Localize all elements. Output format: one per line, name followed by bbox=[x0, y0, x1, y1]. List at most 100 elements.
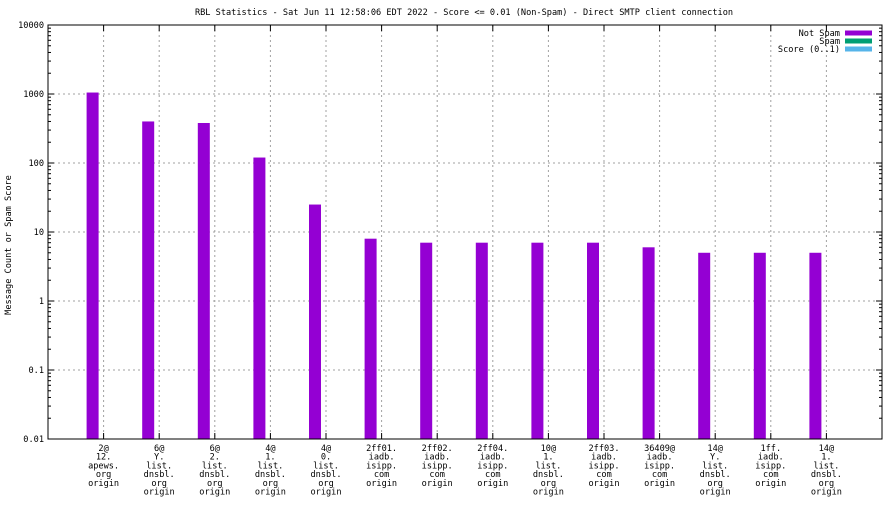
x-tick-label-line: iadb. bbox=[369, 453, 395, 463]
x-tick-label-line: 1ff. bbox=[760, 444, 781, 454]
x-tick-label-line: isipp. bbox=[422, 461, 453, 471]
x-tick-label-line: isipp. bbox=[366, 461, 397, 471]
x-tick-label-line: dnsbl. bbox=[533, 470, 564, 480]
x-tick-label-line: 2ff01. bbox=[366, 444, 397, 454]
x-tick-label-line: com bbox=[763, 470, 779, 480]
y-tick-label: 100 bbox=[28, 159, 44, 169]
x-tick-label-line: origin bbox=[755, 479, 786, 489]
x-tick-label-line: org bbox=[96, 470, 112, 480]
x-tick-label: 4@ 1. list. dnsbl. org origin bbox=[255, 444, 286, 498]
bar-not-spam bbox=[809, 252, 822, 439]
x-tick-label: 2ff03. iadb. isipp. com origin bbox=[588, 444, 619, 489]
x-tick-label-line: isipp. bbox=[477, 461, 508, 471]
y-tick-label: 1 bbox=[39, 297, 44, 307]
x-tick-label-line: 6@ bbox=[210, 444, 220, 454]
x-tick-label: 2ff02. iadb. isipp. com origin bbox=[422, 444, 453, 489]
legend-swatch bbox=[845, 30, 872, 36]
grid-lines bbox=[48, 25, 882, 439]
x-tick-label-line: origin bbox=[310, 488, 341, 498]
x-tick-label-line: 2ff04. bbox=[477, 444, 508, 454]
x-tick-label-line: dnsbl. bbox=[310, 470, 341, 480]
bar-not-spam bbox=[475, 242, 488, 439]
x-tick-label-line: org bbox=[707, 479, 723, 489]
x-tick-label: 2@ 12. apews. org origin bbox=[88, 444, 119, 489]
x-tick-label-line: 2. bbox=[210, 453, 220, 463]
x-tick-label-line: origin bbox=[533, 488, 564, 498]
x-tick-label-line: 10@ bbox=[541, 444, 557, 454]
x-tick-label-line: com bbox=[429, 470, 445, 480]
bar-not-spam bbox=[531, 242, 544, 439]
bar-not-spam bbox=[420, 242, 433, 439]
x-tick-label-line: com bbox=[374, 470, 390, 480]
x-tick-label-line: list. bbox=[146, 461, 172, 471]
x-tick-label-line: list. bbox=[535, 461, 561, 471]
bar-not-spam bbox=[309, 204, 321, 439]
x-tick-label: 2ff04. iadb. isipp. com origin bbox=[477, 444, 508, 489]
x-tick-label-line: Y. bbox=[154, 453, 164, 463]
bar-not-spam bbox=[197, 122, 210, 439]
x-tick-label-line: origin bbox=[588, 479, 619, 489]
x-tick-label-line: 4@ bbox=[321, 444, 331, 454]
x-tick-label-line: apews. bbox=[88, 461, 119, 471]
x-tick-label-line: dnsbl. bbox=[811, 470, 842, 480]
bar-not-spam bbox=[253, 157, 266, 439]
x-tick-label-line: org bbox=[263, 479, 279, 489]
bars bbox=[86, 92, 822, 440]
x-tick-label-line: origin bbox=[88, 479, 119, 489]
y-tick-label: 10 bbox=[34, 228, 44, 238]
bar-not-spam bbox=[698, 252, 711, 439]
x-tick-label-line: iadb. bbox=[647, 453, 673, 463]
x-tick-label-line: 2@ bbox=[98, 444, 108, 454]
legend-label: Spam bbox=[819, 37, 840, 47]
x-tick-label-line: iadb. bbox=[480, 453, 506, 463]
x-tick-label-line: com bbox=[485, 470, 501, 480]
x-tick-label-line: dnsbl. bbox=[199, 470, 230, 480]
x-tick-label-line: 14@ bbox=[819, 444, 835, 454]
x-tick-label: 14@ 1. list. dnsbl. org origin bbox=[811, 444, 842, 498]
x-tick-label-line: origin bbox=[477, 479, 508, 489]
y-tick-label: 0.01 bbox=[23, 435, 44, 445]
x-tick-label: 14@ Y. list. dnsbl. org origin bbox=[700, 444, 731, 498]
x-tick-label-line: org bbox=[819, 479, 835, 489]
x-tick-label-line: 2ff02. bbox=[422, 444, 453, 454]
x-tick-label-line: iadb. bbox=[591, 453, 617, 463]
x-tick-label: 10@ 1. list. dnsbl. org origin bbox=[533, 444, 564, 498]
x-tick-label: 6@ Y. list. dnsbl. org origin bbox=[144, 444, 175, 498]
y-tick-label: 0.1 bbox=[28, 366, 44, 376]
x-tick-label: 36409@ iadb. isipp. com origin bbox=[644, 444, 675, 489]
x-tick-label-line: origin bbox=[255, 488, 286, 498]
bar-not-spam bbox=[86, 92, 99, 440]
bar-not-spam bbox=[364, 238, 377, 439]
x-tick-label-line: 1. bbox=[265, 453, 275, 463]
x-tick-label-line: list. bbox=[202, 461, 228, 471]
y-axis-label: Message Count or Spam Score bbox=[4, 175, 14, 315]
x-tick-label-line: com bbox=[596, 470, 612, 480]
x-tick-label-line: org bbox=[151, 479, 167, 489]
x-tick-label-line: 1. bbox=[543, 453, 553, 463]
x-tick-label-line: origin bbox=[366, 479, 397, 489]
x-tick-label-line: origin bbox=[700, 488, 731, 498]
x-tick-label-line: origin bbox=[144, 488, 175, 498]
x-tick-label-line: list. bbox=[813, 461, 839, 471]
x-tick-label-line: dnsbl. bbox=[144, 470, 175, 480]
x-tick-label-line: dnsbl. bbox=[255, 470, 286, 480]
x-tick-label-line: 14@ bbox=[707, 444, 723, 454]
y-tick-label: 1000 bbox=[23, 90, 44, 100]
x-tick-label-line: isipp. bbox=[755, 461, 786, 471]
x-tick-label-line: origin bbox=[811, 488, 842, 498]
x-tick-label-line: isipp. bbox=[588, 461, 619, 471]
x-tick-label-line: origin bbox=[199, 488, 230, 498]
x-tick-label-line: list. bbox=[257, 461, 283, 471]
x-tick-label-line: org bbox=[318, 479, 334, 489]
x-tick-label-line: Y. bbox=[710, 453, 720, 463]
x-tick-label: 2ff01. iadb. isipp. com origin bbox=[366, 444, 397, 489]
x-tick-label-line: dnsbl. bbox=[700, 470, 731, 480]
x-tick-label-line: org bbox=[541, 479, 557, 489]
x-tick-label-line: 0. bbox=[321, 453, 331, 463]
x-tick-label: 4@ 0. list. dnsbl. org origin bbox=[310, 444, 341, 498]
x-tick-label: 6@ 2. list. dnsbl. org origin bbox=[199, 444, 230, 498]
x-tick-label-line: list. bbox=[313, 461, 339, 471]
bar-not-spam bbox=[753, 252, 766, 439]
